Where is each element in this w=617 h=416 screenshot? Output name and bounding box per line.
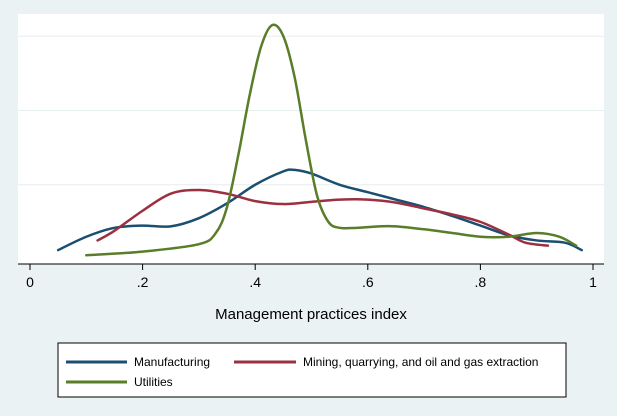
series-line-mining (96, 188, 550, 247)
legend-label-utilities: Utilities (134, 375, 173, 389)
x-tick-label-0: 0 (26, 274, 34, 290)
plot-area (18, 14, 604, 264)
x-tick-label-1: .2 (137, 274, 149, 290)
x-tick-label-4: .8 (475, 274, 487, 290)
legend-label-manufacturing: Manufacturing (134, 355, 210, 369)
x-axis-title: Management practices index (215, 306, 407, 323)
x-tick-label-5: 1 (589, 274, 597, 290)
x-tick-label-3: .6 (362, 274, 374, 290)
series-line-utilities (85, 23, 578, 257)
legend: Manufacturing Mining, quarrying, and oil… (57, 342, 567, 398)
legend-label-mining: Mining, quarrying, and oil and gas extra… (303, 355, 538, 369)
x-axis-ticks: 0 .2 .4 .6 .8 1 (26, 264, 597, 290)
gridlines (18, 35, 604, 186)
x-tick-label-2: .4 (249, 274, 261, 290)
legend-box (57, 342, 567, 398)
series-layer (56, 23, 583, 257)
